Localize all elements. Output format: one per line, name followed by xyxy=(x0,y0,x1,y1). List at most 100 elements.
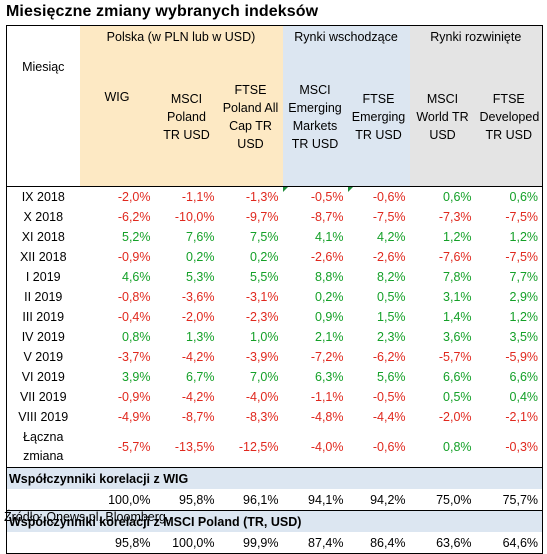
cell-msci-em: 0,9% xyxy=(315,310,344,324)
cell-msci-poland: 5,3% xyxy=(186,270,215,284)
index-changes-table: Polska (w PLN lub w USD) Rynki wschodząc… xyxy=(5,25,544,554)
total-msci-poland: -13,5% xyxy=(174,440,215,454)
cell-wig: 4,6% xyxy=(122,270,151,284)
corr-wig-msci-em: 94,1% xyxy=(308,492,344,507)
cell-msci-em: 8,8% xyxy=(315,270,344,284)
corr-wig-spacer xyxy=(6,489,80,511)
cell-msci-em: -8,7% xyxy=(310,210,344,224)
cell-msci-poland: 7,6% xyxy=(186,230,215,244)
cell-ftse-developed: 2,9% xyxy=(475,287,544,307)
document-title: Miesięczne zmiany wybranych indeksów xyxy=(6,3,319,20)
group-poland: Polska (w PLN lub w USD) xyxy=(79,25,283,48)
header-msci-em: MSCI Emerging Markets TR USD xyxy=(282,48,348,187)
cell-ftse-poland: -8,3% xyxy=(245,410,279,424)
cell-msci-em: 4,1% xyxy=(315,230,344,244)
cell-msci-poland: -4,2% xyxy=(181,390,215,404)
cell-wig: -0,4% xyxy=(117,310,151,324)
cell-wig: 5,2% xyxy=(122,230,151,244)
row-month: IV 2019 xyxy=(6,327,80,347)
total-label-line2: zmiana xyxy=(23,449,64,463)
cell-msci-world: -7,3% xyxy=(438,210,472,224)
row-month: V 2019 xyxy=(6,347,80,367)
cell-ftse-poland: 7,0% xyxy=(250,370,279,384)
cell-ftse-developed: 1,2% xyxy=(475,227,544,247)
cell-msci-world: 1,4% xyxy=(443,310,472,324)
cell-wig: 0,8% xyxy=(122,330,151,344)
cell-msci-poland: -2,0% xyxy=(181,310,215,324)
cell-ftse-developed: 7,7% xyxy=(475,267,544,287)
cell-ftse-poland: -2,3% xyxy=(245,310,279,324)
group-emerging: Rynki wschodzące xyxy=(282,25,410,48)
corr-msci-wig: 95,8% xyxy=(79,532,155,554)
cell-ftse-em: -4,4% xyxy=(372,410,406,424)
cell-ftse-poland: 0,2% xyxy=(250,250,279,264)
corr-wig-msci-poland: 95,8% xyxy=(179,492,215,507)
table-row: IX 2018 -2,0% -1,1% -1,3% -0,5% -0,6% 0,6% 0,6% xyxy=(6,186,544,207)
cell-msci-world: 1,2% xyxy=(443,230,472,244)
month-header-top xyxy=(6,25,80,48)
row-month: XI 2018 xyxy=(6,227,80,247)
header-ftse-developed: FTSE Developed TR USD xyxy=(475,48,544,187)
table-row: XII 2018 -0,9% 0,2% 0,2% -2,6% -2,6% -7,6% -7,5… xyxy=(6,247,544,267)
cell-ftse-em: 2,3% xyxy=(377,330,406,344)
cell-ftse-developed: -7,5% xyxy=(475,247,544,267)
cell-ftse-em: -0,5% xyxy=(372,390,406,404)
corr-msci-row: 95,8% 100,0% 99,9% 87,4% 86,4% 63,6% 64,… xyxy=(6,532,544,554)
corr-wig-ftse-poland: 96,1% xyxy=(243,492,279,507)
cell-ftse-developed: 0,4% xyxy=(475,387,544,407)
cell-wig: -3,7% xyxy=(117,350,151,364)
total-wig: -5,7% xyxy=(117,440,151,454)
cell-ftse-developed: 0,6% xyxy=(475,186,544,207)
cell-ftse-developed: 6,6% xyxy=(475,367,544,387)
table-row: VI 2019 3,9% 6,7% 7,0% 6,3% 5,6% 6,6% 6,6% xyxy=(6,367,544,387)
total-ftse-em: -0,6% xyxy=(372,440,406,454)
cell-msci-poland: 6,7% xyxy=(186,370,215,384)
cell-msci-em: -1,1% xyxy=(310,390,344,404)
corr-msci-spacer xyxy=(6,532,80,554)
cell-msci-poland: -4,2% xyxy=(181,350,215,364)
data-rows: IX 2018 -2,0% -1,1% -1,3% -0,5% -0,6% 0,6% 0,6%… xyxy=(6,186,544,427)
cell-ftse-developed: -5,9% xyxy=(475,347,544,367)
cell-msci-em: 6,3% xyxy=(315,370,344,384)
total-row: Łączna zmiana -5,7% -13,5% -12,5% -4,0% … xyxy=(6,427,544,468)
corr-msci-ftse-em: 86,4% xyxy=(347,532,410,554)
cell-wig: -4,9% xyxy=(117,410,151,424)
document: Miesięczne zmiany wybranych indeksów Pol… xyxy=(4,3,544,554)
cell-msci-poland: 1,3% xyxy=(186,330,215,344)
table-row: VII 2019 -0,9% -4,2% -4,0% -1,1% -0,5% 0,5% 0,4… xyxy=(6,387,544,407)
cell-msci-world: 0,6% xyxy=(443,190,472,204)
cell-ftse-em: 0,5% xyxy=(377,290,406,304)
cell-msci-em: -4,8% xyxy=(310,410,344,424)
table-row: IV 2019 0,8% 1,3% 1,0% 2,1% 2,3% 3,6% 3,5% xyxy=(6,327,544,347)
cell-msci-poland: -10,0% xyxy=(174,210,215,224)
cell-msci-em: -7,2% xyxy=(310,350,344,364)
total-label-line1: Łączna xyxy=(23,430,64,444)
row-month: I 2019 xyxy=(6,267,80,287)
cell-ftse-em: -2,6% xyxy=(372,250,406,264)
cell-ftse-em: 5,6% xyxy=(377,370,406,384)
cell-ftse-em: 1,5% xyxy=(377,310,406,324)
source-note: Źródło: Qnews.pl, Bloomberg. xyxy=(4,510,170,524)
cell-msci-world: 3,1% xyxy=(443,290,472,304)
cell-ftse-poland: -3,9% xyxy=(245,350,279,364)
row-month: VI 2019 xyxy=(6,367,80,387)
cell-msci-world: 7,8% xyxy=(443,270,472,284)
cell-msci-world: -7,6% xyxy=(438,250,472,264)
row-month: XII 2018 xyxy=(6,247,80,267)
corr-wig-row: 100,0% 95,8% 96,1% 94,1% 94,2% 75,0% 75,… xyxy=(6,489,544,511)
cell-msci-em: 2,1% xyxy=(315,330,344,344)
cell-wig: -6,2% xyxy=(117,210,151,224)
corr-wig-wig: 100,0% xyxy=(108,492,151,507)
cell-msci-em: 0,2% xyxy=(315,290,344,304)
corr-msci-msci-world: 63,6% xyxy=(409,532,476,554)
group-developed: Rynki rozwinięte xyxy=(409,25,544,48)
cell-ftse-developed: 1,2% xyxy=(475,307,544,327)
cell-msci-poland: -3,6% xyxy=(181,290,215,304)
header-msci-poland: MSCI Poland TR USD xyxy=(154,48,219,187)
table-row: VIII 2019 -4,9% -8,7% -8,3% -4,8% -4,4% -2,0% -… xyxy=(6,407,544,427)
cell-msci-poland: 0,2% xyxy=(186,250,215,264)
cell-wig: 3,9% xyxy=(122,370,151,384)
cell-ftse-poland: -1,3% xyxy=(245,190,279,204)
cell-msci-world: 6,6% xyxy=(443,370,472,384)
cell-msci-poland: -8,7% xyxy=(181,410,215,424)
